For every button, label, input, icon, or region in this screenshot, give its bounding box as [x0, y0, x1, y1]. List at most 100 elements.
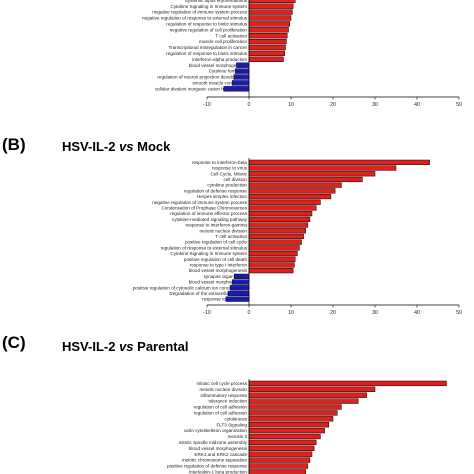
category-label: regulation of response to biotic stimulu… — [166, 51, 247, 56]
bar-7 — [248, 27, 289, 33]
bar-5 — [248, 182, 342, 188]
panel-c-title-part-1: HSV-IL-2 — [62, 339, 119, 354]
category-label: Cell Cycle, Mitotic — [210, 171, 247, 176]
bar-14 — [248, 457, 311, 463]
bar-15 — [248, 463, 309, 469]
category-label: cytokinesis — [225, 416, 248, 421]
category-label: synapse organization — [204, 274, 248, 279]
bar-2 — [248, 0, 296, 3]
category-label: blood vessel morphogenesis — [189, 446, 248, 451]
category-label: Cytokine Signaling in Immune system — [170, 4, 247, 9]
category-label: negative regulation of immune system pro… — [152, 200, 247, 205]
x-tick-label: 50 — [456, 310, 462, 316]
category-label: Degradation of the extracellular matrix — [169, 291, 247, 296]
category-label: cytokine production — [207, 183, 247, 188]
category-label: Systemic lupus erythematosus — [185, 0, 248, 3]
bar-18 — [248, 256, 296, 262]
x-tick-label: 20 — [330, 310, 336, 316]
category-label: meiosis II — [228, 434, 247, 439]
category-label: FLT3 Signaling — [216, 422, 247, 427]
x-tick-label: 20 — [330, 102, 336, 108]
bar-7 — [248, 193, 332, 200]
bar-3 — [248, 171, 376, 177]
category-label: regulation of neuron projection developm… — [157, 75, 247, 80]
bar-1 — [248, 380, 447, 387]
bar-5 — [248, 15, 292, 21]
category-label: Cytokine Signaling in Immune system — [170, 251, 247, 256]
category-label: negative regulation of response to exter… — [142, 16, 248, 21]
x-tick-label: 0 — [248, 310, 251, 316]
category-label: response to wounding — [202, 297, 247, 302]
panel-c-title-part-2: Parental — [134, 339, 189, 354]
x-tick-label: 0 — [248, 102, 251, 108]
panel-b-title-part-2: Mock — [134, 139, 172, 154]
category-label: actin cytoskeleton organization — [184, 428, 247, 433]
bar-9 — [248, 205, 317, 211]
category-label: T cell activation — [215, 33, 247, 38]
category-label: mitotic spindle midzone assembly — [179, 440, 248, 445]
bar-7 — [248, 416, 334, 422]
bar-4 — [248, 398, 359, 404]
bar-1 — [248, 159, 430, 165]
bar-3 — [248, 3, 294, 9]
panel-b-title: HSV-IL-2 vs Mock — [62, 139, 171, 154]
category-label: ERK1 and ERK2 cascade — [194, 452, 247, 457]
category-label: regulation of response to biotic stimulu… — [166, 22, 247, 27]
x-tick-label: 40 — [414, 310, 420, 316]
bar-13 — [248, 451, 313, 457]
bar-11 — [248, 216, 311, 222]
panel-c-label: (C) — [2, 333, 26, 352]
bar-20 — [248, 268, 294, 274]
bar-6 — [248, 21, 290, 27]
category-label: Herpes simplex infection — [197, 194, 247, 199]
category-label: smooth muscle contraction — [192, 81, 247, 86]
category-label: interferon-alpha production — [192, 57, 247, 62]
bar-17 — [248, 250, 298, 257]
category-label: mitotic cell cycle process — [196, 381, 247, 386]
bar-8 — [248, 199, 321, 205]
category-label: cellular divalent inorganic cation homeo… — [155, 86, 248, 91]
bar-6 — [248, 188, 336, 194]
bar-6 — [248, 410, 338, 416]
bar-2 — [248, 165, 397, 171]
category-label: positive regulation of cell death — [184, 257, 248, 262]
bar-10 — [248, 211, 313, 217]
bar-12 — [248, 445, 315, 451]
x-tick-label: 10 — [288, 310, 294, 316]
panel-c-title: HSV-IL-2 vs Parental — [62, 339, 188, 354]
category-label: blood vessel morphogenesis — [189, 268, 248, 273]
bar-16 — [248, 469, 306, 474]
category-label: T cell activation — [215, 234, 247, 239]
bar-13 — [248, 228, 306, 234]
bar-10 — [248, 44, 286, 51]
category-label: blood vessel morphogenesis — [189, 63, 248, 68]
category-label: meiotic nuclear division — [200, 228, 248, 233]
category-label: cell division — [224, 177, 248, 182]
bar-8 — [248, 33, 288, 39]
x-tick-label: 30 — [372, 310, 378, 316]
bar-11 — [248, 50, 285, 57]
x-tick-label: 10 — [288, 102, 294, 108]
category-label: meiotic chromosome separation — [182, 458, 248, 463]
bar-9 — [248, 427, 325, 434]
category-label: blood vessel morphogenesis — [189, 280, 248, 285]
category-label: regulation of cell adhesion — [194, 405, 248, 410]
panel-b-title-vs: vs — [119, 139, 133, 154]
category-label: cytokine-mediated signaling pathway — [172, 217, 248, 222]
bar-14 — [248, 233, 304, 240]
bar-5 — [248, 404, 342, 410]
panel-a: Interferon SignalingSystemic lupus eryth… — [142, 0, 462, 108]
bar-2 — [248, 386, 376, 392]
bar-3 — [248, 392, 367, 398]
bar-19 — [248, 262, 295, 268]
category-label: positive regulation of cytosolic calcium… — [133, 285, 248, 290]
bar-16 — [248, 245, 300, 251]
bar-4 — [248, 176, 363, 183]
x-tick-label: -10 — [203, 310, 211, 316]
category-label: interleukin-1 beta production — [189, 470, 247, 474]
x-tick-label: 40 — [414, 102, 420, 108]
panel-c-title-vs: vs — [119, 339, 133, 354]
